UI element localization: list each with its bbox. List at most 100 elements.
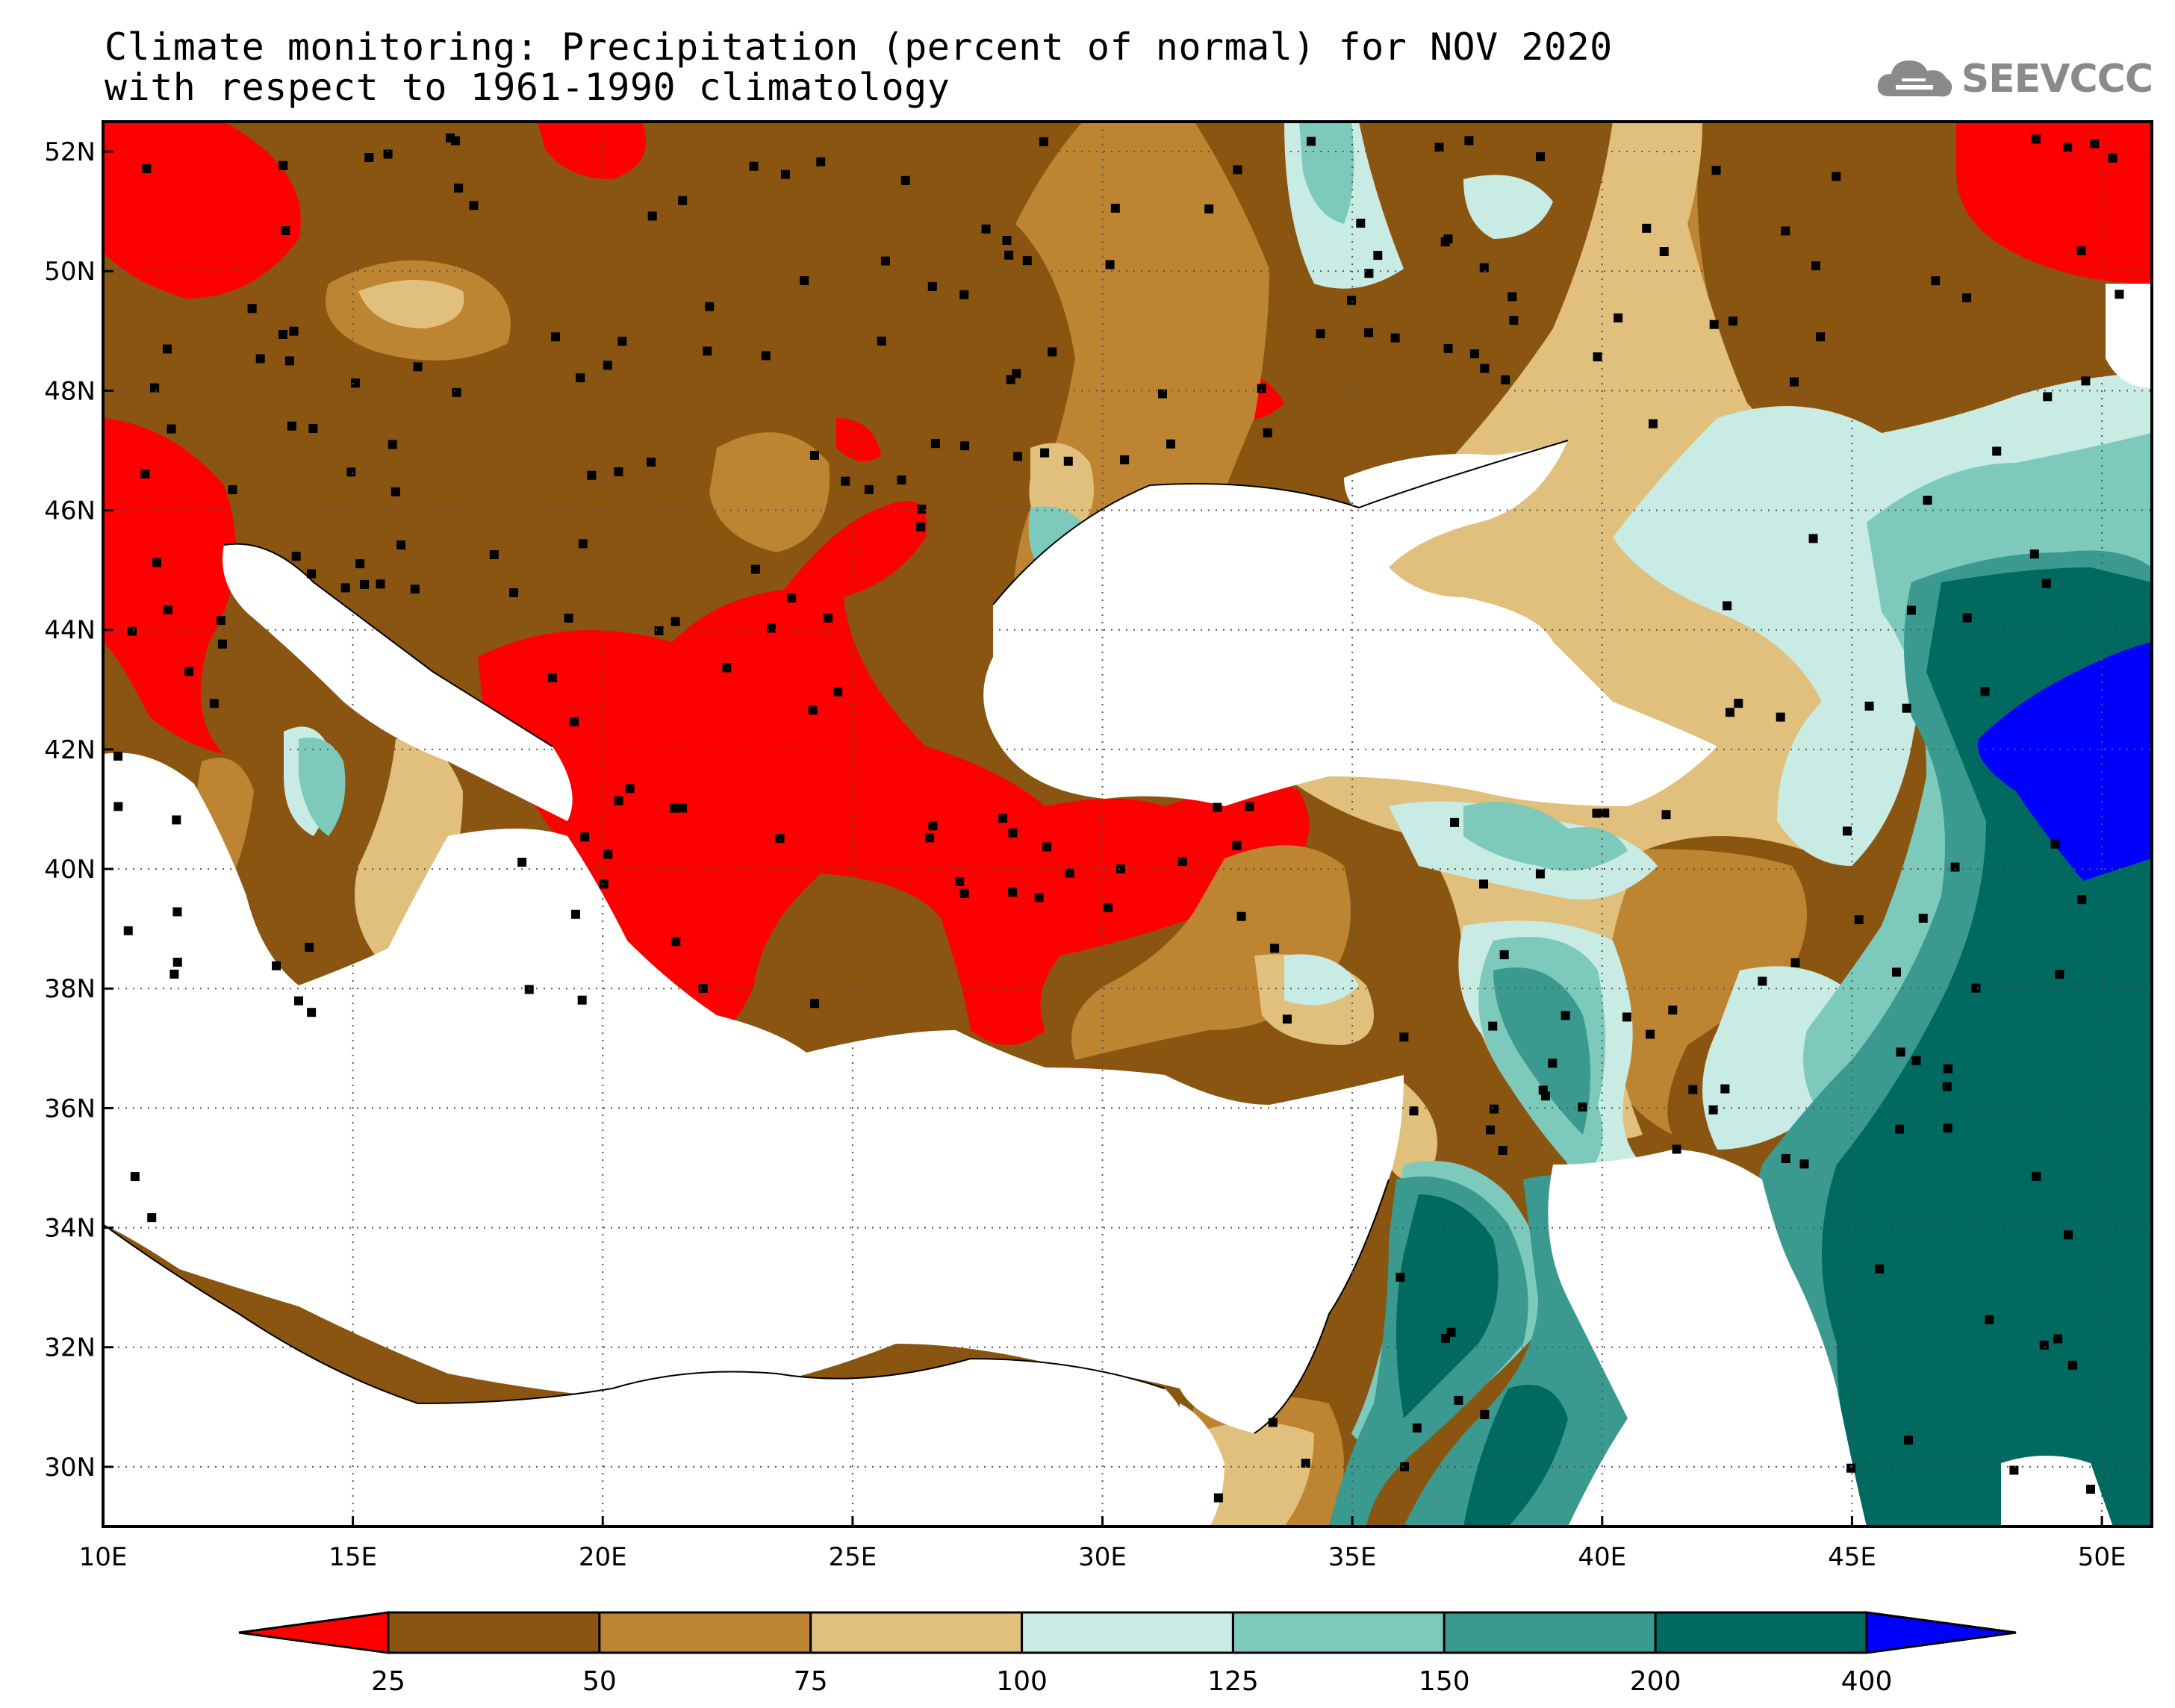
station-marker [705,302,715,311]
tick-label-lat: 30N [44,1453,96,1483]
zone-pale-aqua-2 [1463,175,1553,239]
colorbar-segment [1021,1611,1234,1654]
station-marker [1213,802,1222,812]
station-marker [1962,293,1972,302]
station-marker [959,290,969,299]
land-nodata-arabia [1548,1150,1867,1527]
station-marker [816,157,826,166]
station-marker [1535,869,1545,879]
colorbar-segment [598,1611,812,1654]
station-marker [1048,347,1057,357]
station-marker [1875,1264,1885,1274]
station-marker [577,995,587,1005]
map-grid [103,122,2152,1527]
tick-label-lat: 38N [44,974,96,1004]
zone-brown-mid-6 [1583,849,1807,1135]
station-marker [1728,317,1737,326]
station-marker [390,487,400,496]
colorbar-label: 125 [1207,1666,1259,1697]
station-marker [750,564,760,574]
sea-black-sea [983,440,1717,806]
station-marker [2063,143,2073,152]
station-marker [308,424,318,434]
station-marker [647,457,656,467]
station-marker [2086,1484,2096,1494]
station-marker [1720,1084,1730,1094]
station-marker [960,441,970,451]
station-marker [1911,1056,1921,1065]
zone-aqua-1 [1299,122,1354,224]
tick-label-lon: 25E [829,1542,877,1572]
tick-label-lat: 50N [44,257,96,287]
station-marker [1347,296,1357,305]
station-marker [1842,826,1852,836]
station-marker [1661,810,1671,820]
station-marker [1646,1029,1655,1039]
station-marker [1166,439,1176,449]
station-marker [900,175,910,185]
station-marker [1443,343,1453,353]
station-marker [1499,950,1509,959]
station-marker [167,424,176,434]
station-marker [209,699,219,708]
station-marker [877,336,886,346]
station-marker [184,667,194,676]
station-marker [2055,970,2064,979]
station-marker [1232,841,1242,850]
station-marker [1711,166,1721,175]
station-marker [291,552,301,561]
station-marker [603,850,613,859]
station-marker [172,907,182,917]
tick-label-lon: 10E [79,1542,128,1572]
tick-label-lat: 34N [44,1214,96,1244]
station-marker [1854,915,1864,925]
colorbar-arrow-low [238,1611,390,1654]
coastline-africa [103,1224,1166,1405]
station-marker [617,337,627,346]
station-marker [1233,165,1242,175]
station-marker [614,467,623,476]
station-marker [1063,456,1073,466]
station-marker [2067,1360,2077,1370]
station-marker [1013,452,1023,461]
station-marker [823,613,833,623]
station-marker [1177,857,1187,867]
station-marker [1864,701,1874,711]
zone-tan-7 [1195,1422,1314,1527]
zone-dark-teal-3 [1463,1385,1568,1527]
station-marker [305,942,314,952]
station-marker [1668,1006,1678,1015]
station-marker [130,1172,140,1182]
map-title-line1: Climate monitoring: Precipitation (perce… [105,25,1613,69]
station-marker [780,169,790,179]
station-marker [1811,261,1820,271]
station-marker [142,163,152,173]
station-marker [2031,134,2041,144]
zone-red-central [836,418,881,461]
station-marker [1985,1315,1994,1324]
colorbar-segment [1443,1611,1657,1654]
logo-text: SEEVCCC [1961,57,2153,102]
station-marker [1400,1462,1410,1471]
station-marker [1789,377,1799,387]
station-marker [1409,1106,1419,1116]
station-marker [1245,802,1254,811]
station-marker [761,351,771,361]
zone-tan-4 [355,738,463,970]
station-marker [410,585,420,594]
zone-blue [1977,642,2152,881]
station-marker [703,346,712,356]
station-marker [255,354,265,364]
station-marker [1498,1145,1507,1155]
station-marker [340,583,350,593]
coastline-black-sea [992,440,1569,605]
station-marker [279,160,288,170]
station-marker [172,815,181,825]
station-marker [147,1213,157,1223]
station-marker [1373,251,1383,261]
station-marker [396,540,406,550]
tick-label-lon: 50E [2078,1542,2126,1572]
map-field [103,122,2152,1527]
station-marker [1480,1409,1490,1419]
station-marker [1734,699,1743,708]
